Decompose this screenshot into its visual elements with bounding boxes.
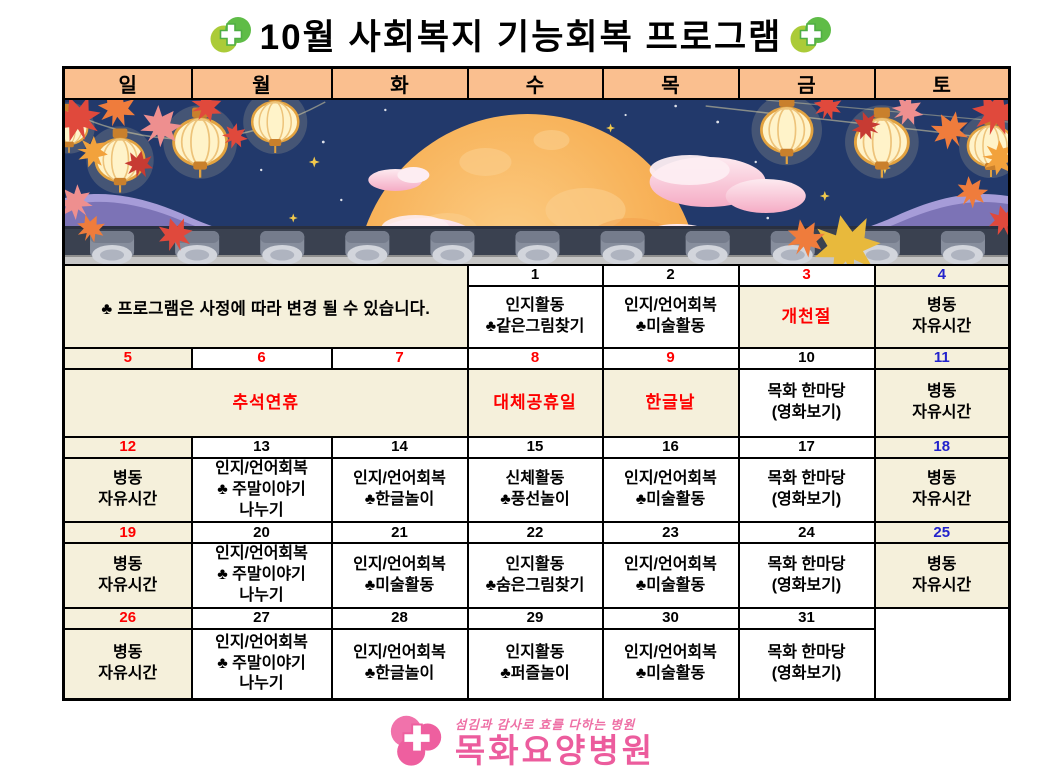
program-oct-10: 목화 한마당 (영화보기) [737,368,876,438]
date-oct-6: 6 [190,347,333,370]
hospital-tagline: 섬김과 감사로 효를 다하는 병원 [454,717,636,732]
program-oct-9: 한글날 [601,368,740,438]
day-header-thu: 목 [601,66,740,100]
program-oct-29: 인지활동 ♣퍼즐놀이 [466,627,604,701]
week3-program-row: 병동 자유시간 인지/언어회복 ♣ 주말이야기 나누기 인지/언어회복 ♣한글놀… [62,456,1011,524]
program-oct-19: 병동 자유시간 [62,542,193,609]
page-title-row: 10월 사회복지 기능회복 프로그램 [0,9,1042,60]
program-oct-14: 인지/언어회복 ♣한글놀이 [330,456,469,524]
date-oct-27: 27 [190,606,333,630]
program-oct-3: 개천절 [737,285,876,349]
date-oct-8: 8 [466,347,604,370]
program-oct-26: 병동 자유시간 [62,627,193,701]
date-oct-5: 5 [62,347,193,370]
day-header-sat: 토 [873,66,1011,100]
banner-illustration [62,98,1011,266]
program-oct-8: 대체공휴일 [466,368,604,438]
week5-program-row: 병동 자유시간 인지/언어회복 ♣ 주말이야기 나누기 인지/언어회복 ♣한글놀… [62,627,1010,701]
pink-cross-clover-icon [390,716,442,766]
program-oct-31: 목화 한마당 (영화보기) [737,627,876,701]
program-oct-12: 병동 자유시간 [62,456,193,524]
date-oct-4: 4 [873,264,1011,287]
program-oct-15: 신체활동 ♣풍선놀이 [466,456,604,524]
date-oct-24: 24 [737,521,876,545]
date-oct-20: 20 [190,521,333,545]
week3-date-row: 12 13 14 15 16 17 18 [62,436,1011,459]
calendar-table: 일 월 화 수 목 금 토 [62,66,1011,702]
date-oct-28: 28 [330,606,469,630]
week5-date-row: 26 27 28 29 30 31 [62,606,1011,701]
date-oct-14: 14 [330,436,469,459]
program-oct-20: 인지/언어회복 ♣ 주말이야기 나누기 [190,542,333,609]
page-title: 10월 사회복지 기능회복 프로그램 [259,18,783,57]
program-oct-16: 인지/언어회복 ♣미술활동 [601,456,740,524]
date-oct-21: 21 [330,521,469,545]
date-oct-17: 17 [737,436,876,459]
date-oct-11: 11 [873,347,1011,370]
date-oct-13: 13 [190,436,333,459]
date-oct-7: 7 [330,347,469,370]
program-oct-22: 인지활동 ♣숨은그림찾기 [466,542,604,609]
date-oct-16: 16 [601,436,740,459]
program-oct-30: 인지/언어회복 ♣미술활동 [601,627,740,701]
date-oct-2: 2 [601,264,740,287]
date-oct-31: 31 [737,606,876,630]
date-oct-19: 19 [62,521,193,545]
empty-cell-sat [873,606,1011,701]
program-oct-2: 인지/언어회복 ♣미술활동 [601,285,740,349]
program-oct-13: 인지/언어회복 ♣ 주말이야기 나누기 [190,456,333,524]
program-oct-18: 병동 자유시간 [873,456,1011,524]
green-cross-icon-left [210,17,251,53]
week4-date-row: 19 20 21 22 23 24 25 [62,521,1011,545]
hospital-logo-text: 섬김과 감사로 효를 다하는 병원 목화요양병원 [455,714,655,767]
program-oct-25: 병동 자유시간 [873,542,1011,609]
date-oct-1: 1 [466,264,604,287]
date-oct-22: 22 [466,521,604,545]
date-oct-18: 18 [873,436,1011,459]
date-oct-29: 29 [466,606,604,630]
program-oct-11: 병동 자유시간 [873,368,1011,438]
program-oct-17: 목화 한마당 (영화보기) [737,456,876,524]
program-oct-1: 인지활동 ♣같은그림찾기 [466,285,604,349]
program-oct-27: 인지/언어회복 ♣ 주말이야기 나누기 [190,627,333,701]
date-oct-23: 23 [601,521,740,545]
program-oct-23: 인지/언어회복 ♣미술활동 [601,542,740,609]
hospital-logo: 섬김과 감사로 효를 다하는 병원 목화요양병원 [0,711,1042,769]
date-oct-12: 12 [62,436,193,459]
day-header-tue: 화 [330,66,469,100]
program-oct-5-7: 추석연휴 [62,368,469,438]
date-oct-25: 25 [873,521,1011,545]
date-oct-10: 10 [737,347,876,370]
day-header-sun: 일 [62,66,193,100]
day-header-fri: 금 [737,66,876,100]
green-cross-icon-right [790,17,832,53]
program-oct-28: 인지/언어회복 ♣한글놀이 [330,627,469,701]
program-oct-24: 목화 한마당 (영화보기) [737,542,876,609]
hospital-name: 목화요양병원 [454,731,656,769]
week2-program-row: 추석연휴 대체공휴일 한글날 목화 한마당 (영화보기) 병동 자유시간 [62,368,1011,438]
week1-program-row: 인지활동 ♣같은그림찾기 인지/언어회복 ♣미술활동 개천절 병동 자유시간 [64,285,1011,349]
week1-date-row: ♣ 프로그램은 사정에 따라 변경 될 수 있습니다. 1 2 3 4 [62,264,1011,349]
weekday-header-row: 일 월 화 수 목 금 토 [62,66,1011,100]
date-oct-30: 30 [601,606,740,630]
week2-date-row: 5 6 7 8 9 10 11 [62,347,1011,370]
week4-program-row: 병동 자유시간 인지/언어회복 ♣ 주말이야기 나누기 인지/언어회복 ♣미술활… [62,542,1011,609]
day-header-wed: 수 [466,66,604,100]
note-cell: ♣ 프로그램은 사정에 따라 변경 될 수 있습니다. [62,264,469,349]
program-oct-21: 인지/언어회복 ♣미술활동 [330,542,469,609]
banner-row [62,98,1011,266]
date-oct-26: 26 [62,606,193,630]
date-oct-3: 3 [737,264,876,287]
program-oct-4: 병동 자유시간 [873,285,1011,349]
date-oct-9: 9 [601,347,740,370]
day-header-mon: 월 [190,66,333,100]
date-oct-15: 15 [466,436,604,459]
